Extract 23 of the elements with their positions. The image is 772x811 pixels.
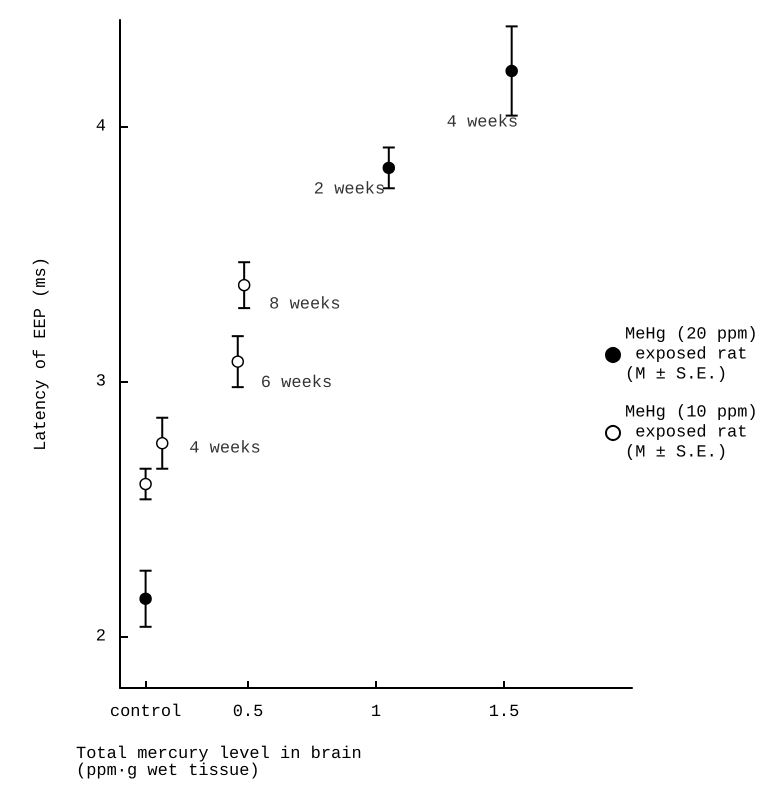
annotation: 4 weeks — [446, 113, 518, 132]
x-tick-label: control — [110, 703, 182, 722]
x-tick-label: 1 — [370, 703, 382, 722]
y-tick-label: 2 — [96, 628, 106, 647]
point — [139, 478, 152, 490]
x-tick-label: 1.5 — [488, 703, 520, 722]
annotation: 8 weeks — [269, 296, 341, 315]
annotation: 6 weeks — [260, 374, 332, 394]
legend-label: MeHg (10 ppm) exposed rat (M ± S.E.) — [625, 404, 758, 462]
point — [238, 278, 250, 292]
annotation: 2 weeks — [314, 180, 386, 200]
y-tick-label: 4 — [96, 118, 106, 137]
point — [139, 592, 152, 606]
point — [505, 64, 518, 78]
point — [232, 355, 244, 368]
x-tick-label: 0.5 — [232, 703, 264, 722]
y-axis-title: Latency of EEP (ms) — [32, 257, 51, 451]
annotation: 4 weeks — [189, 440, 261, 459]
legend-label: MeHg (20 ppm) exposed rat (M ± S.E.) — [625, 326, 758, 384]
y-tick-label: 3 — [96, 372, 106, 392]
x-axis-title: Total mercury level in brain (ppm·g wet tissue) — [76, 745, 362, 781]
point — [382, 162, 396, 174]
point — [156, 436, 168, 450]
